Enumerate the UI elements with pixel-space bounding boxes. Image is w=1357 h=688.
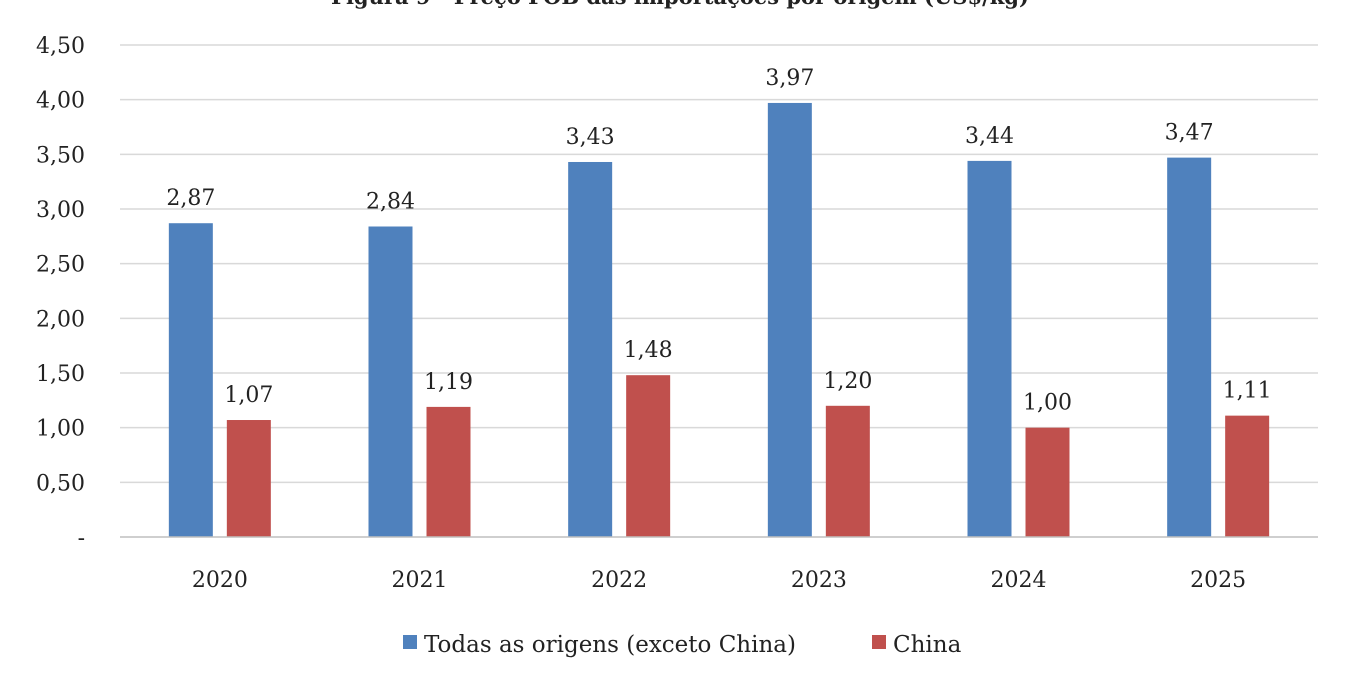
x-tick-label: 2025 (1190, 568, 1246, 593)
data-label: 1,19 (424, 370, 473, 395)
bar-todas-origens-2024 (967, 160, 1012, 538)
x-axis-ticks: 2020 2021 2022 2023 2024 2025 (192, 568, 1246, 593)
data-label: 1,48 (624, 338, 673, 363)
y-tick-label: 1,50 (36, 362, 85, 387)
bar-china-2021 (426, 406, 471, 537)
data-labels: 2,87 1,07 2,84 1,19 3,43 1,48 3,97 1,20 3,44 1,00… (166, 66, 1271, 416)
bar-china-2023 (825, 405, 870, 537)
data-label: 1,11 (1223, 379, 1272, 404)
y-tick-label: 1,00 (36, 417, 85, 442)
y-tick-label: 3,00 (36, 198, 85, 223)
bar-todas-origens-2020 (168, 223, 213, 538)
bars (168, 102, 1270, 538)
y-tick-label: 0,50 (36, 471, 85, 496)
x-tick-label: 2024 (991, 568, 1047, 593)
bar-china-2020 (226, 420, 271, 537)
bar-china-2022 (626, 375, 671, 537)
data-label: 3,97 (765, 66, 814, 91)
y-tick-label: 2,00 (36, 307, 85, 332)
data-label: 3,47 (1165, 121, 1214, 146)
bar-todas-origens-2021 (368, 226, 413, 537)
y-tick-label: 3,50 (36, 143, 85, 168)
x-tick-label: 2021 (392, 568, 448, 593)
data-label: 1,07 (224, 383, 273, 408)
data-label: 2,84 (366, 189, 415, 214)
x-tick-label: 2023 (791, 568, 847, 593)
data-label: 3,44 (965, 124, 1014, 149)
data-label: 3,43 (566, 125, 615, 150)
legend-label: Todas as origens (exceto China) (424, 632, 796, 658)
y-tick-label: 4,50 (36, 34, 85, 59)
bar-china-2024 (1025, 427, 1070, 537)
data-label: 1,20 (823, 369, 872, 394)
chart-title: Figura 9 - Preço FOB das importações por… (331, 0, 1029, 9)
legend-label: China (893, 632, 962, 658)
bar-china-2025 (1225, 415, 1270, 537)
data-label: 2,87 (166, 186, 215, 211)
x-tick-label: 2022 (591, 568, 647, 593)
x-tick-label: 2020 (192, 568, 248, 593)
bar-todas-origens-2023 (767, 102, 812, 538)
bar-todas-origens-2025 (1167, 157, 1212, 537)
legend: Todas as origens (exceto China) China (403, 632, 962, 658)
data-label: 1,00 (1023, 391, 1072, 416)
y-axis-ticks: - 0,50 1,00 1,50 2,00 2,50 3,00 3,50 4,00 4,50 (36, 34, 85, 551)
gridlines (120, 44, 1318, 484)
y-tick-label: 2,50 (36, 253, 85, 278)
bar-todas-origens-2022 (568, 161, 613, 537)
y-tick-label: 4,00 (36, 89, 85, 114)
y-tick-label: - (78, 526, 85, 551)
legend-swatch (872, 635, 886, 649)
legend-swatch (403, 635, 417, 649)
